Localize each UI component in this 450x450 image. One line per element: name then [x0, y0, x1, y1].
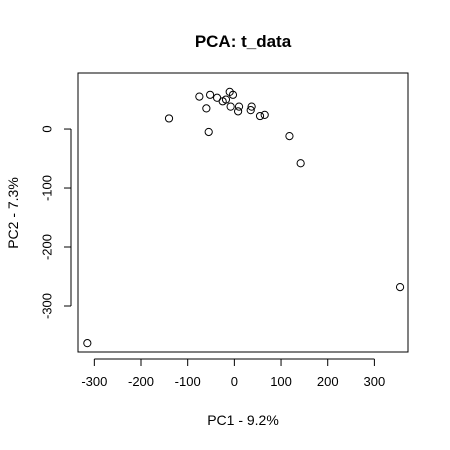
data-point	[226, 102, 235, 111]
data-point	[285, 132, 294, 141]
data-point	[228, 90, 238, 99]
x-tick-label: 200	[317, 374, 339, 389]
x-tick-label: 300	[364, 374, 386, 389]
data-point	[260, 110, 269, 119]
y-axis-label: PC2 - 7.3%	[5, 177, 21, 249]
data-point	[255, 111, 265, 121]
x-tick-label: -300	[81, 374, 107, 389]
x-axis: -300 -200 -100 0 100 200 300	[81, 358, 386, 389]
y-axis: 0 -100 -200 -300	[40, 125, 72, 319]
data-point	[234, 102, 244, 111]
chart-title: PCA: t_data	[195, 32, 292, 51]
data-point	[205, 90, 215, 99]
y-tick-label: 0	[40, 125, 55, 132]
x-tick-label: 0	[231, 374, 238, 389]
data-point	[395, 283, 405, 292]
y-tick-label: -200	[40, 234, 55, 260]
plot-frame	[77, 72, 409, 353]
data-point	[164, 114, 174, 123]
data-point	[221, 95, 231, 104]
x-tick-label: -200	[128, 374, 154, 389]
data-point	[204, 127, 213, 137]
y-tick-label: -300	[40, 293, 55, 319]
data-point	[296, 159, 305, 168]
data-point	[195, 92, 204, 101]
y-tick-label: -100	[40, 175, 55, 201]
x-axis-label: PC1 - 9.2%	[207, 412, 279, 428]
data-point	[246, 106, 255, 115]
data-points	[83, 87, 405, 348]
data-point	[247, 102, 256, 111]
data-point	[233, 107, 243, 116]
x-tick-label: -100	[175, 374, 201, 389]
x-tick-label: 100	[270, 374, 292, 389]
data-point	[202, 104, 211, 113]
data-point	[83, 339, 92, 348]
